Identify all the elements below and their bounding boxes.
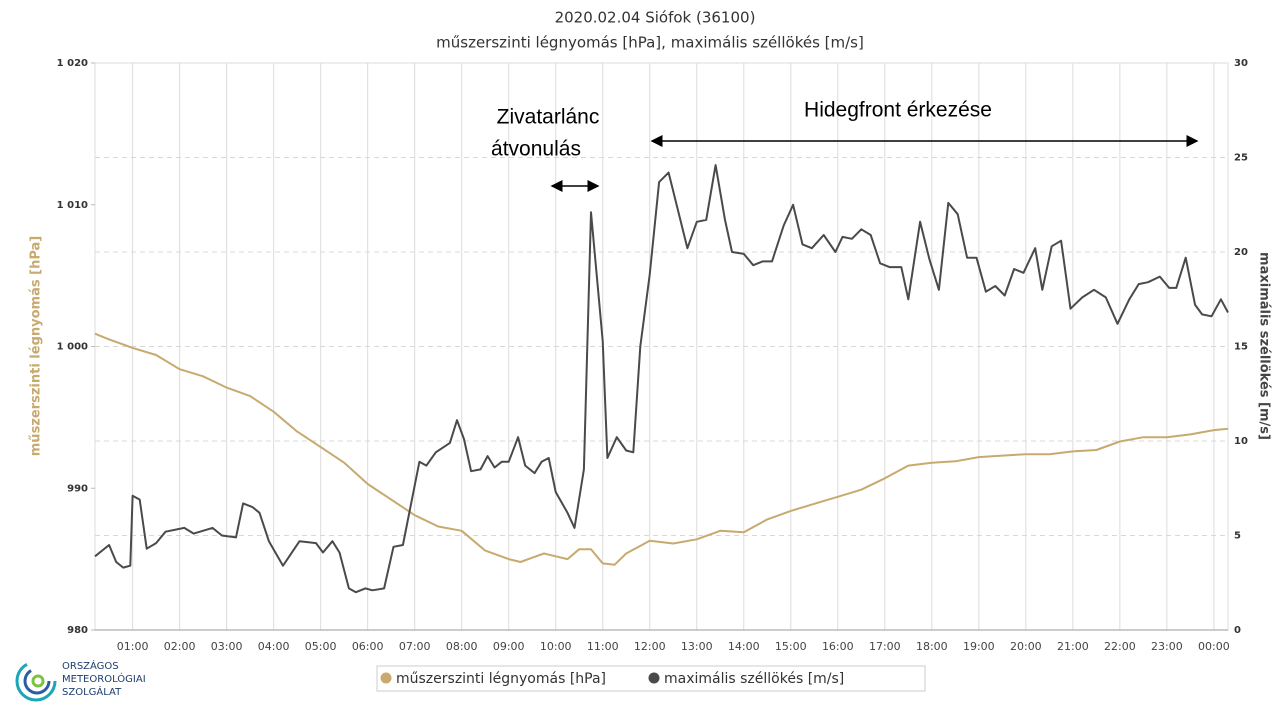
y-axis-label: műszerszinti légnyomás [hPa] — [29, 236, 44, 456]
x-tick-label: 01:00 — [117, 640, 149, 653]
lines — [94, 164, 1229, 594]
x-tick-label: 13:00 — [681, 640, 713, 653]
legend-label: maximális széllökés [m/s] — [664, 671, 844, 687]
logo-text: ORSZÁGOS — [62, 659, 119, 672]
y2-tick-label: 15 — [1234, 342, 1248, 353]
series-line — [94, 332, 1229, 566]
chart-subtitle: műszerszinti légnyomás [hPa], maximális … — [436, 34, 864, 52]
x-tick-label: 06:00 — [352, 640, 384, 653]
x-tick-label: 19:00 — [963, 640, 995, 653]
logo-mark — [23, 667, 51, 695]
y2-tick-label: 0 — [1234, 625, 1241, 636]
x-tick-label: 18:00 — [916, 640, 948, 653]
x-tick-label: 03:00 — [211, 640, 243, 653]
annotation: Zivatarlánc — [497, 106, 600, 129]
y-tick-label: 1 020 — [57, 58, 88, 69]
x-tick-label: 16:00 — [822, 640, 854, 653]
y2-axis-label: maximális széllökés [m/s] — [1257, 252, 1272, 440]
series-line — [94, 164, 1229, 594]
x-tick-label: 08:00 — [446, 640, 478, 653]
legend-symbol — [380, 672, 392, 684]
chart-title: 2020.02.04 Siófok (36100) — [555, 9, 756, 27]
x-tick-label: 17:00 — [869, 640, 901, 653]
y2-tick-label: 25 — [1234, 153, 1248, 164]
y2-tick-label: 30 — [1234, 58, 1248, 69]
y2-tick-label: 20 — [1234, 247, 1248, 258]
x-tick-label: 02:00 — [164, 640, 196, 653]
x-tick-label: 15:00 — [775, 640, 807, 653]
logo-mark — [31, 674, 45, 688]
x-tick-label: 11:00 — [587, 640, 619, 653]
x-tick-label: 23:00 — [1151, 640, 1183, 653]
x-tick-label: 04:00 — [258, 640, 290, 653]
legend: műszerszinti légnyomás [hPa] maximális sz… — [380, 671, 844, 687]
logo-text: METEOROLÓGIAI — [62, 672, 146, 685]
logo-mark — [15, 660, 57, 702]
y-tick-label: 980 — [67, 625, 88, 636]
x-tick-label: 21:00 — [1057, 640, 1089, 653]
y2-tick-label: 5 — [1234, 531, 1241, 542]
y-tick-label: 1 000 — [57, 342, 88, 353]
x-tick-label: 07:00 — [399, 640, 431, 653]
y-tick-label: 1 010 — [57, 200, 88, 211]
x-tick-label: 14:00 — [728, 640, 760, 653]
annotation: átvonulás — [491, 138, 581, 161]
y-tick-label: 990 — [67, 483, 88, 494]
grid: 01:00 02:00 03:00 04:00 05:00 06:00 07:00 08:00… — [57, 58, 1248, 653]
x-tick-label: 09:00 — [493, 640, 525, 653]
legend-label: műszerszinti légnyomás [hPa] — [396, 671, 606, 687]
x-tick-label: 00:00 — [1198, 640, 1230, 653]
x-tick-label: 12:00 — [634, 640, 666, 653]
x-tick-label: 05:00 — [305, 640, 337, 653]
legend-symbol — [648, 672, 660, 684]
annotation: Hidegfront érkezése — [804, 99, 992, 122]
x-tick-label: 20:00 — [1010, 640, 1042, 653]
logo: ORSZÁGOS METEOROLÓGIAI SZOLGÁLAT — [15, 659, 146, 702]
x-tick-label: 10:00 — [540, 640, 572, 653]
y2-tick-label: 10 — [1234, 436, 1248, 447]
logo-text: SZOLGÁLAT — [62, 685, 122, 698]
x-tick-label: 22:00 — [1104, 640, 1136, 653]
